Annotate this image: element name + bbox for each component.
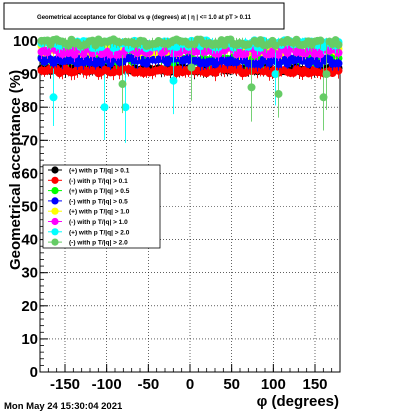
series-8 [37,35,343,131]
y-tick-label: 30 [21,265,38,282]
data-point [169,76,178,85]
legend-label: (+) with p T/|q| > 1.0 [69,209,130,216]
x-tick-label: 100 [261,376,286,393]
x-tick-label: -150 [50,376,80,393]
data-points [37,35,343,143]
y-tick-label: 90 [21,66,38,83]
data-point [316,36,325,45]
data-point [274,50,283,59]
y-tick-label: 0 [30,364,38,381]
data-point [187,63,196,72]
y-tick-label: 20 [21,298,38,315]
data-point [247,83,256,92]
title-box [3,2,285,30]
data-point [274,89,283,98]
legend-marker [51,176,59,184]
x-tick-label: 50 [223,376,240,393]
legend-label: (+) with p T/|q| > 0.5 [69,188,130,195]
data-point [49,93,58,102]
legend-label: (-) with p T/|q| > 0.5 [69,198,128,205]
data-point [232,50,241,59]
legend-marker [51,228,59,236]
chart-title: Geometrical acceptance for Global vs φ (… [37,15,252,21]
legend-marker [51,187,59,195]
data-point [184,40,193,49]
y-tick-label: 100 [13,33,38,50]
legend-label: (-) with p T/|q| > 2.0 [69,240,128,247]
data-point [271,41,280,50]
y-tick-label: 10 [21,331,38,348]
data-point [334,40,343,49]
data-point [241,49,250,58]
data-point [115,38,124,47]
data-point [319,93,328,102]
legend-marker [51,166,59,174]
legend-label: (-) with p T/|q| > 1.0 [69,219,128,226]
x-tick-label: 0 [186,376,194,393]
x-tick-label: -100 [92,376,122,393]
legend-label: (+) with p T/|q| > 2.0 [69,229,130,236]
data-point [322,70,331,79]
legend-label: (-) with p T/|q| > 0.1 [69,178,128,185]
legend-marker [51,238,59,246]
series-2 [37,60,343,82]
data-point [100,103,109,112]
data-point [214,49,223,58]
y-tick-label: 40 [21,232,38,249]
data-point [244,40,253,49]
y-tick-label: 80 [21,99,38,116]
y-tick-label: 70 [21,132,38,149]
legend: (+) with p T/|q| > 0.1 (-) with p T/|q| >… [42,164,161,249]
data-point [121,103,130,112]
x-tick-label: -50 [137,376,159,393]
data-point [184,54,193,63]
legend-marker [51,217,59,226]
data-point [334,59,343,68]
axis-ticks: -150 -100 -50 0 50 100 150 0 10 20 30 40 50 60 70 80 90 1… [13,33,341,393]
legend-box [42,164,161,249]
footer-date: Mon May 24 15:30:04 2021 [4,401,123,412]
data-point [271,70,280,79]
x-axis-title: φ (degrees) [257,393,339,410]
x-tick-label: 150 [302,376,327,393]
y-axis-title: Geometrical acceptance (%) [7,70,24,270]
data-point [79,49,88,58]
y-tick-label: 50 [21,199,38,216]
y-tick-label: 60 [21,165,38,182]
legend-label: (+) with p T/|q| > 0.1 [69,168,130,175]
legend-marker [51,207,59,215]
legend-marker [51,197,59,205]
data-point [58,50,67,59]
data-point [118,80,127,89]
